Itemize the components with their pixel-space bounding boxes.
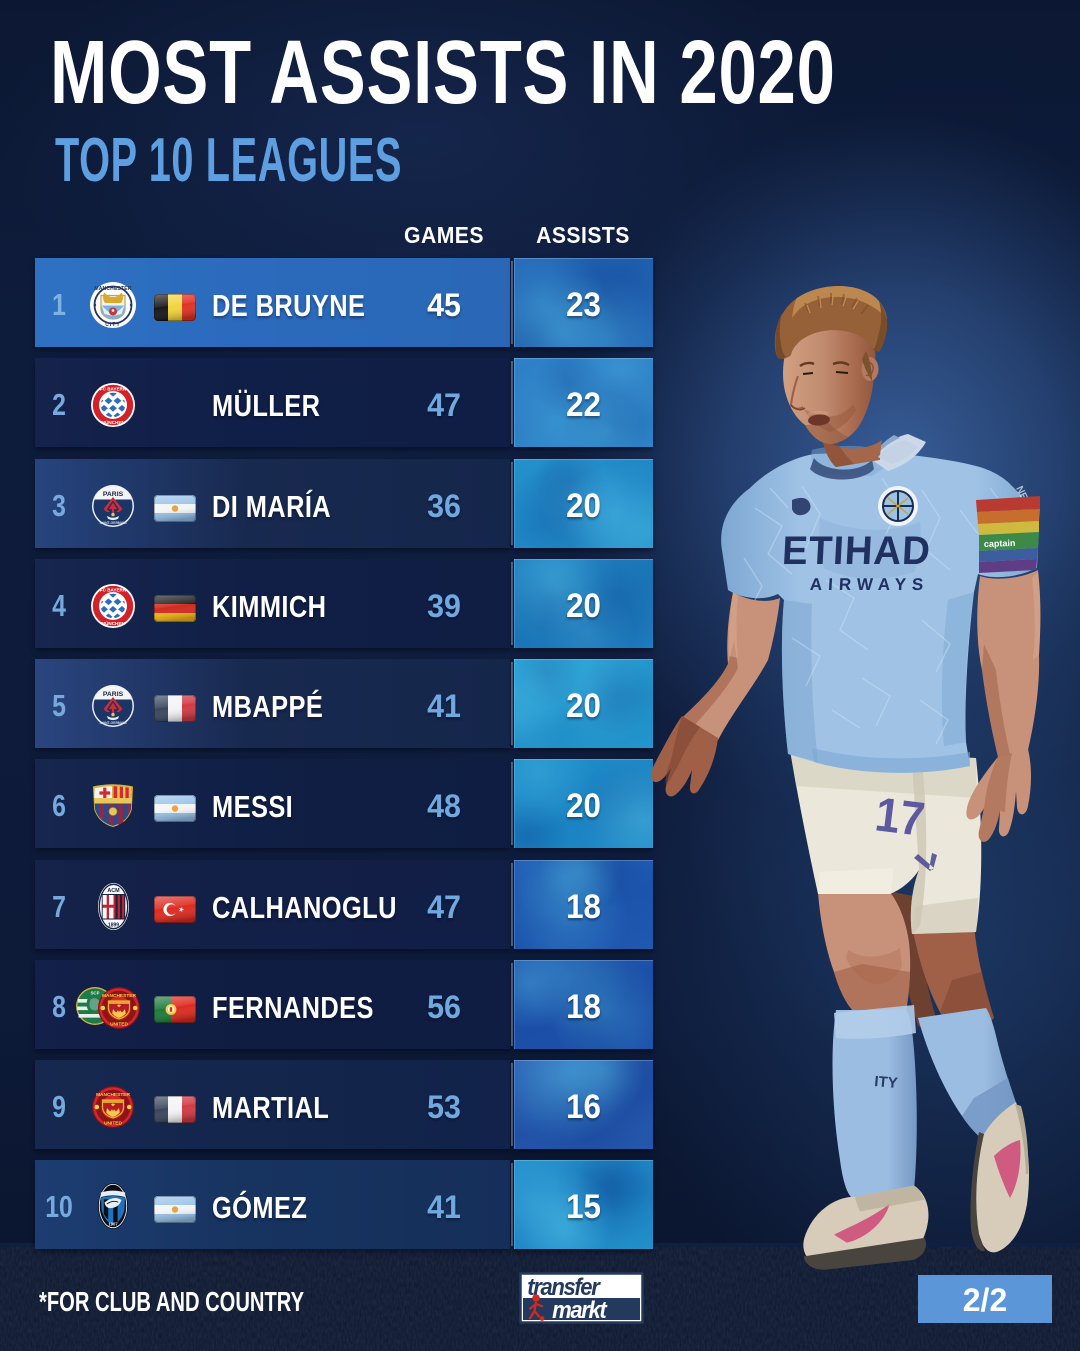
svg-text:SAINT-GERMAIN: SAINT-GERMAIN — [99, 721, 127, 725]
svg-text:FC BAYERN: FC BAYERN — [100, 387, 127, 392]
svg-text:PARIS: PARIS — [103, 691, 124, 698]
svg-text:markt: markt — [552, 1296, 608, 1323]
svg-text:UNITED: UNITED — [110, 1021, 128, 1027]
svg-text:UNITED: UNITED — [104, 1120, 122, 1126]
svg-text:ACM: ACM — [107, 888, 120, 894]
svg-text:captain: captain — [984, 538, 1016, 549]
svg-text:PARIS: PARIS — [103, 491, 124, 498]
svg-text:MANCHESTER: MANCHESTER — [94, 286, 131, 292]
svg-text:MÜNCHEN: MÜNCHEN — [101, 419, 125, 425]
svg-text:SAINT-GERMAIN: SAINT-GERMAIN — [99, 520, 127, 524]
svg-text:FC BAYERN: FC BAYERN — [100, 587, 127, 592]
svg-text:MANCHESTER: MANCHESTER — [96, 1092, 130, 1098]
svg-text:1899: 1899 — [108, 922, 119, 928]
svg-text:AIRWAYS: AIRWAYS — [809, 575, 929, 594]
svg-text:ITY: ITY — [874, 1073, 899, 1092]
svg-text:ETIHAD: ETIHAD — [781, 528, 932, 573]
svg-text:CITY: CITY — [105, 322, 120, 328]
svg-text:transfer: transfer — [527, 1273, 601, 1300]
svg-text:17: 17 — [872, 787, 927, 847]
svg-text:SCP: SCP — [90, 990, 99, 995]
svg-text:MANCHESTER: MANCHESTER — [102, 993, 136, 999]
svg-text:MÜNCHEN: MÜNCHEN — [101, 620, 125, 626]
svg-text:1907: 1907 — [108, 1222, 118, 1227]
